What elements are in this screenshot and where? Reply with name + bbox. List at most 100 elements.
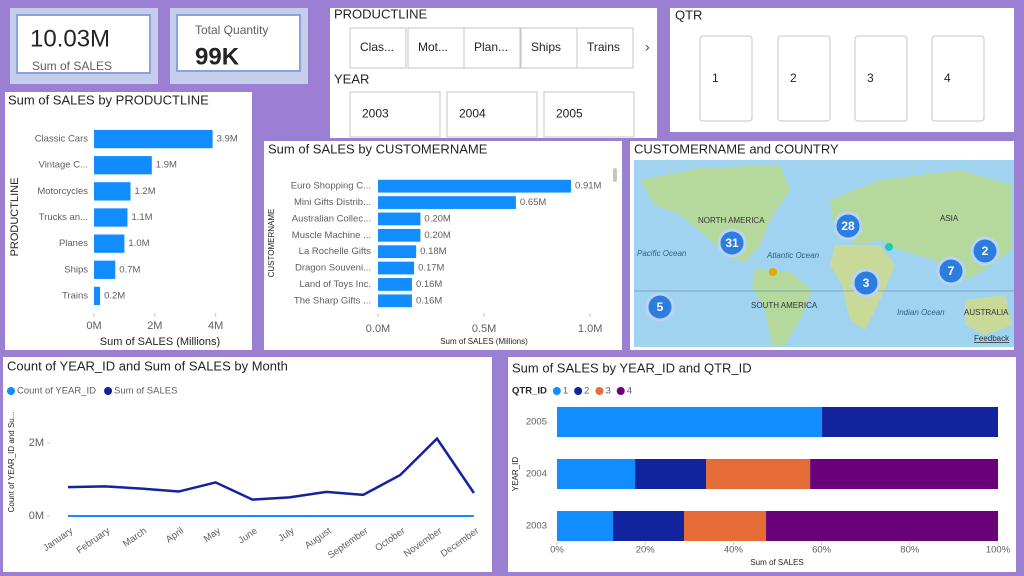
card (176, 14, 301, 72)
y-tick-label: Muscle Machine ... (292, 230, 371, 241)
y-axis-title: PRODUCTLINE (9, 178, 21, 257)
map-cluster[interactable] (970, 236, 1000, 266)
bar-segment[interactable] (635, 459, 707, 489)
bar[interactable] (378, 228, 421, 242)
bar[interactable] (94, 129, 213, 149)
card-label: Sum of SALES (32, 59, 112, 73)
slicer-button[interactable] (349, 91, 441, 138)
map-land (965, 295, 1012, 335)
slicer-title: PRODUCTLINE (334, 6, 428, 21)
data-label: 0.65M (520, 197, 546, 208)
y-tick-label: Motorcycles (37, 186, 88, 197)
y-tick-label: Classic Cars (35, 134, 89, 145)
data-label: 0.7M (119, 264, 140, 275)
slicer-button[interactable] (463, 27, 521, 69)
data-label: 1.9M (156, 160, 177, 171)
map-cluster-label: 31 (725, 236, 739, 250)
legend-label[interactable]: 1 (563, 386, 568, 397)
bar-segment[interactable] (766, 511, 998, 541)
map-cluster[interactable] (717, 228, 747, 258)
map-feedback[interactable]: Feedback (974, 334, 1010, 343)
scrollbar[interactable] (613, 168, 617, 182)
panel (264, 141, 622, 350)
bar-segment[interactable] (557, 459, 636, 489)
slicer-button-label: 4 (944, 71, 951, 85)
slicer-button[interactable] (520, 27, 578, 69)
y-axis-title: YEAR_ID (511, 457, 520, 491)
map-cluster[interactable] (936, 256, 966, 286)
map-label: Pacific Ocean (637, 249, 687, 258)
map-label: Atlantic Ocean (766, 251, 820, 260)
data-label: 3.9M (217, 134, 238, 145)
bar[interactable] (378, 294, 412, 308)
y-tick-label: Trucks an... (39, 212, 88, 223)
y-tick-label: The Sharp Gifts ... (294, 295, 371, 306)
chart-title: Count of YEAR_ID and Sum of SALES by Mon… (7, 358, 288, 373)
slicer-button[interactable] (777, 35, 831, 122)
x-tick-label: 100% (986, 545, 1011, 556)
slicer-button[interactable] (931, 35, 985, 122)
slicer-button-label: Plan... (474, 40, 508, 54)
bar[interactable] (94, 260, 116, 279)
bar[interactable] (94, 182, 131, 201)
data-label: 1.1M (131, 212, 152, 223)
data-label: 0.18M (420, 246, 446, 257)
slicer-button[interactable] (854, 35, 908, 122)
x-tick-label: 40% (724, 545, 744, 556)
chart-title: Sum of SALES by CUSTOMERNAME (268, 141, 488, 156)
bar-segment[interactable] (557, 511, 614, 541)
slicer-button[interactable] (699, 35, 753, 122)
data-label: 0.16M (416, 295, 442, 306)
bar[interactable] (94, 208, 128, 227)
bar-segment[interactable] (684, 511, 767, 541)
slicer-button[interactable] (349, 27, 407, 69)
legend-label[interactable]: 2 (584, 386, 589, 397)
x-axis-title: Sum of SALES (750, 558, 803, 567)
y-tick-label: 2M (29, 437, 44, 449)
slicer-button-label: Ships (531, 40, 561, 54)
chart-title: Sum of SALES by YEAR_ID and QTR_ID (512, 360, 752, 375)
map-cluster[interactable] (851, 268, 881, 298)
slicer-button[interactable] (446, 91, 538, 138)
x-tick-label: 60% (812, 545, 832, 556)
bar[interactable] (94, 286, 101, 306)
bar[interactable] (378, 179, 572, 193)
legend-marker (7, 387, 15, 395)
bar[interactable] (94, 234, 125, 253)
legend-label[interactable]: 4 (627, 386, 632, 397)
bar-segment[interactable] (557, 407, 823, 437)
y-tick-label: Euro Shopping C... (291, 181, 371, 192)
map-label: NORTH AMERICA (698, 216, 765, 225)
bar[interactable] (378, 196, 516, 209)
slicer-button-label: Trains (587, 40, 620, 54)
bar-segment[interactable] (822, 407, 998, 437)
y-tick-label: 0M (29, 510, 44, 522)
legend-label[interactable]: Count of YEAR_ID (17, 386, 96, 397)
map-cluster-label: 28 (841, 219, 855, 233)
bar[interactable] (378, 212, 421, 226)
x-tick-label: 1.0M (578, 323, 602, 335)
bar[interactable] (378, 245, 417, 259)
x-tick-label: 0% (550, 545, 564, 556)
legend-label[interactable]: Sum of SALES (114, 386, 177, 397)
y-tick-label: 2003 (526, 521, 547, 532)
data-label: 1.0M (128, 238, 149, 249)
map-cluster[interactable] (833, 211, 863, 241)
map-cluster[interactable] (645, 292, 675, 322)
map-label: AUSTRALIA (964, 308, 1009, 317)
bar-segment[interactable] (810, 459, 998, 489)
scroll-arrow[interactable]: › (645, 39, 650, 55)
bar-segment[interactable] (706, 459, 811, 489)
map-title: CUSTOMERNAME and COUNTRY (634, 141, 839, 156)
legend-label[interactable]: 3 (605, 386, 610, 397)
bar[interactable] (378, 261, 415, 275)
map-dot (885, 243, 893, 251)
legend-marker (616, 387, 625, 395)
bar[interactable] (378, 278, 412, 291)
slicer-button[interactable] (576, 27, 634, 69)
slicer-button[interactable] (407, 27, 465, 69)
slicer-button[interactable] (543, 91, 635, 138)
bar[interactable] (94, 156, 152, 175)
bar-segment[interactable] (613, 511, 685, 541)
